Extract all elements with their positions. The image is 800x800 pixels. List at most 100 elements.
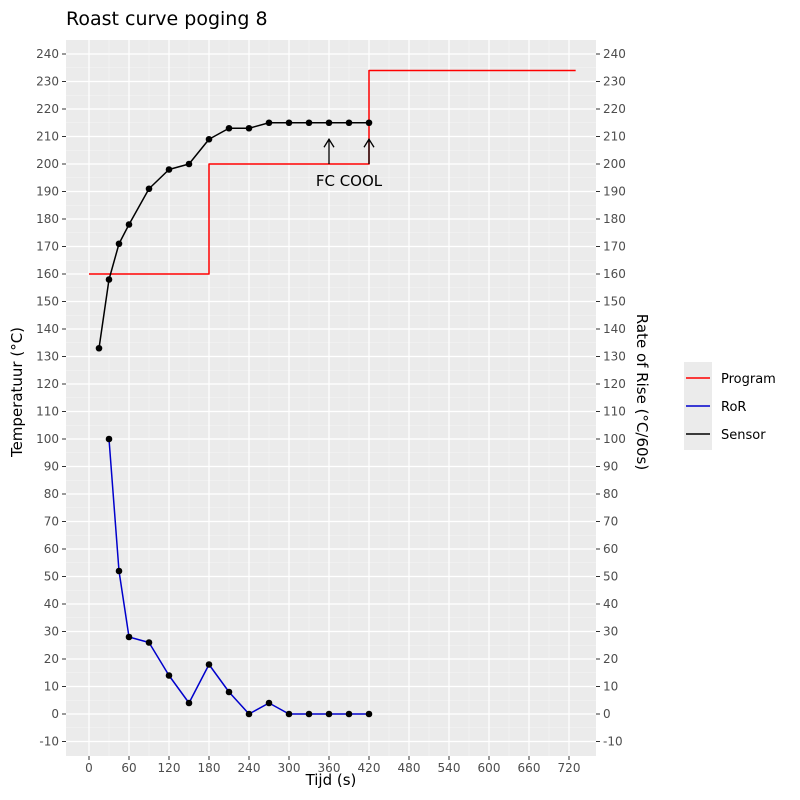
y2-tick-label: 170	[603, 240, 626, 254]
ror-point	[305, 710, 313, 718]
y-tick-label: 120	[36, 377, 59, 391]
sensor-series-line	[98, 122, 369, 349]
ror-point	[125, 633, 133, 641]
y-tick-label: 180	[36, 212, 59, 226]
sensor-point	[95, 344, 103, 352]
y2-tick-label: 230	[603, 75, 626, 89]
legend: Program RoR Sensor	[684, 362, 776, 450]
sensor-legend-label: Sensor	[721, 428, 766, 443]
x-tick-label: 420	[358, 761, 381, 775]
y2-tick-label: 30	[603, 625, 618, 639]
y2-tick-label: 0	[603, 707, 611, 721]
y2-tick-label: 200	[603, 157, 626, 171]
x-tick-label: 540	[438, 761, 461, 775]
y-tick-label: -10	[39, 735, 59, 749]
y-tick-label: 140	[36, 322, 59, 336]
ror-point	[205, 661, 213, 668]
ror-point	[185, 699, 193, 707]
ror-legend-label: RoR	[721, 400, 746, 415]
annotation-layer: FC COOL	[316, 138, 383, 190]
y-tick-label: 90	[44, 460, 59, 474]
y2-tick-label: 60	[603, 542, 618, 556]
y-tick-label: 0	[51, 707, 59, 721]
y2-tick-label: 100	[603, 432, 626, 446]
sensor-point	[185, 160, 193, 168]
x-tick-label: 240	[238, 761, 261, 775]
sensor-point	[115, 240, 123, 248]
ror-point	[345, 710, 353, 718]
y2-tick-label: -10	[603, 735, 623, 749]
y-tick-label: 240	[36, 47, 59, 61]
program-legend-label: Program	[721, 372, 776, 387]
sensor-point	[125, 221, 133, 228]
y2-tick-label: 50	[603, 570, 618, 584]
chart-title: Roast curve poging 8	[66, 8, 268, 30]
sensor-point	[365, 119, 373, 127]
ror-point	[285, 710, 293, 718]
y2-tick-label: 160	[603, 267, 626, 281]
x-tick-label: 60	[121, 761, 136, 775]
y2-tick-label: 180	[603, 212, 626, 226]
sensor-point	[205, 135, 213, 143]
y-tick-label: 70	[44, 515, 59, 529]
ror-point	[325, 710, 333, 718]
y-tick-label: 210	[36, 130, 59, 144]
y-tick-label: 10	[44, 680, 59, 694]
series-layer	[89, 69, 576, 718]
ror-point	[225, 688, 233, 696]
y2-tick-label: 140	[603, 322, 626, 336]
y2-tick-label: 150	[603, 295, 626, 309]
y2-tick-label: 10	[603, 680, 618, 694]
y-tick-label: 80	[44, 487, 59, 501]
x-tick-label: 180	[198, 761, 221, 775]
sensor-point	[225, 124, 233, 132]
y-tick-label: 200	[36, 157, 59, 171]
sensor-point	[345, 119, 353, 127]
ror-point	[245, 710, 253, 718]
x-axis-title: Tijd (s)	[305, 771, 357, 789]
y-tick-label: 110	[36, 405, 59, 419]
y-tick-label: 40	[44, 597, 59, 611]
axes: 0 60 120 180 240 300 360 420 480 540 600 660 720-10-…	[36, 47, 626, 775]
sensor-point	[105, 276, 113, 283]
ror-point	[115, 567, 123, 575]
ror-point	[145, 639, 153, 646]
y-tick-label: 220	[36, 102, 59, 116]
y2-tick-label: 110	[603, 405, 626, 419]
sensor-point	[245, 124, 253, 132]
y2-tick-label: 190	[603, 185, 626, 199]
y-tick-label: 190	[36, 185, 59, 199]
y2-tick-label: 120	[603, 377, 626, 391]
y2-tick-label: 40	[603, 597, 618, 611]
y2-tick-label: 90	[603, 460, 618, 474]
x-tick-label: 720	[558, 761, 581, 775]
annotation-arrow-head	[363, 138, 375, 148]
sensor-point	[285, 119, 293, 127]
ror-point	[265, 699, 273, 707]
y-tick-label: 160	[36, 267, 59, 281]
sensor-point	[305, 119, 313, 127]
y-tick-label: 50	[44, 570, 59, 584]
x-tick-label: 600	[478, 761, 501, 775]
y2-tick-label: 80	[603, 487, 618, 501]
annotation-label: FC COOL	[316, 172, 383, 190]
y2-tick-label: 20	[603, 652, 618, 666]
y2-tick-label: 70	[603, 515, 618, 529]
y-tick-label: 230	[36, 75, 59, 89]
y2-tick-label: 220	[603, 102, 626, 116]
y-tick-label: 150	[36, 295, 59, 309]
ror-point	[365, 710, 373, 718]
sensor-point	[325, 119, 333, 127]
y2-tick-label: 210	[603, 130, 626, 144]
x-tick-label: 300	[278, 761, 301, 775]
x-tick-label: 480	[398, 761, 421, 775]
y2-tick-label: 130	[603, 350, 626, 364]
sensor-point	[265, 119, 273, 127]
y-tick-label: 20	[44, 652, 59, 666]
y-tick-label: 100	[36, 432, 59, 446]
sensor-point	[145, 185, 153, 193]
y-tick-label: 130	[36, 350, 59, 364]
y-tick-label: 60	[44, 542, 59, 556]
annotation-arrow-head	[323, 138, 335, 148]
